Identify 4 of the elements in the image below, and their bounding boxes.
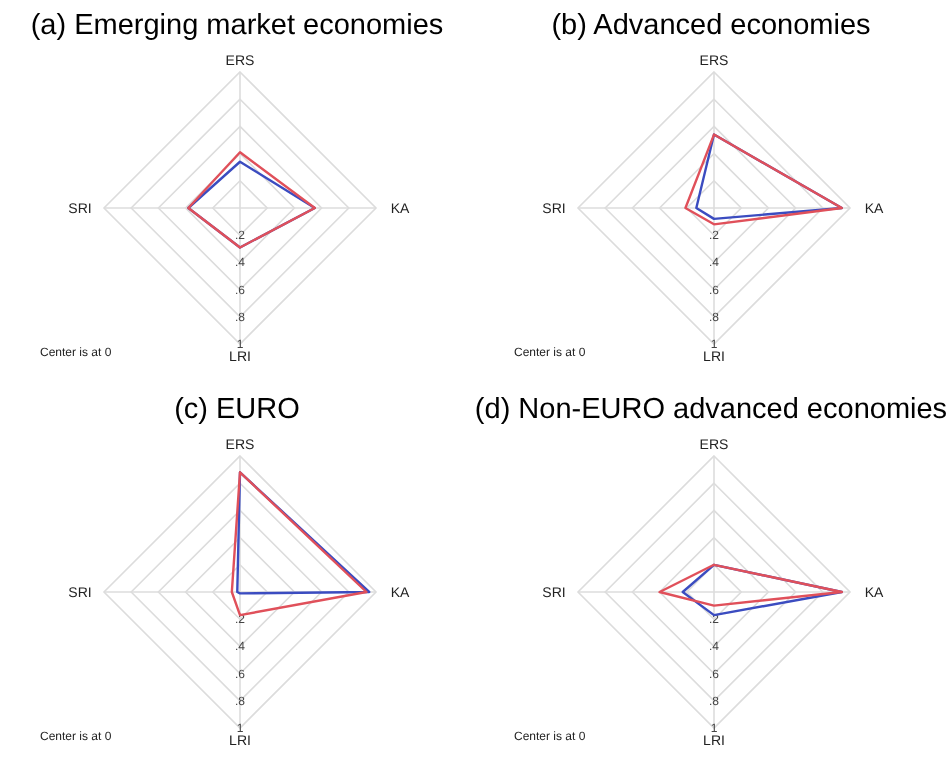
chart-title: (d) Non-EURO advanced economies — [474, 394, 948, 426]
chart-title: (a) Emerging market economies — [30, 10, 444, 42]
chart-title: (c) EURO — [174, 394, 300, 426]
chart-title: (b) Advanced economies — [551, 10, 871, 42]
